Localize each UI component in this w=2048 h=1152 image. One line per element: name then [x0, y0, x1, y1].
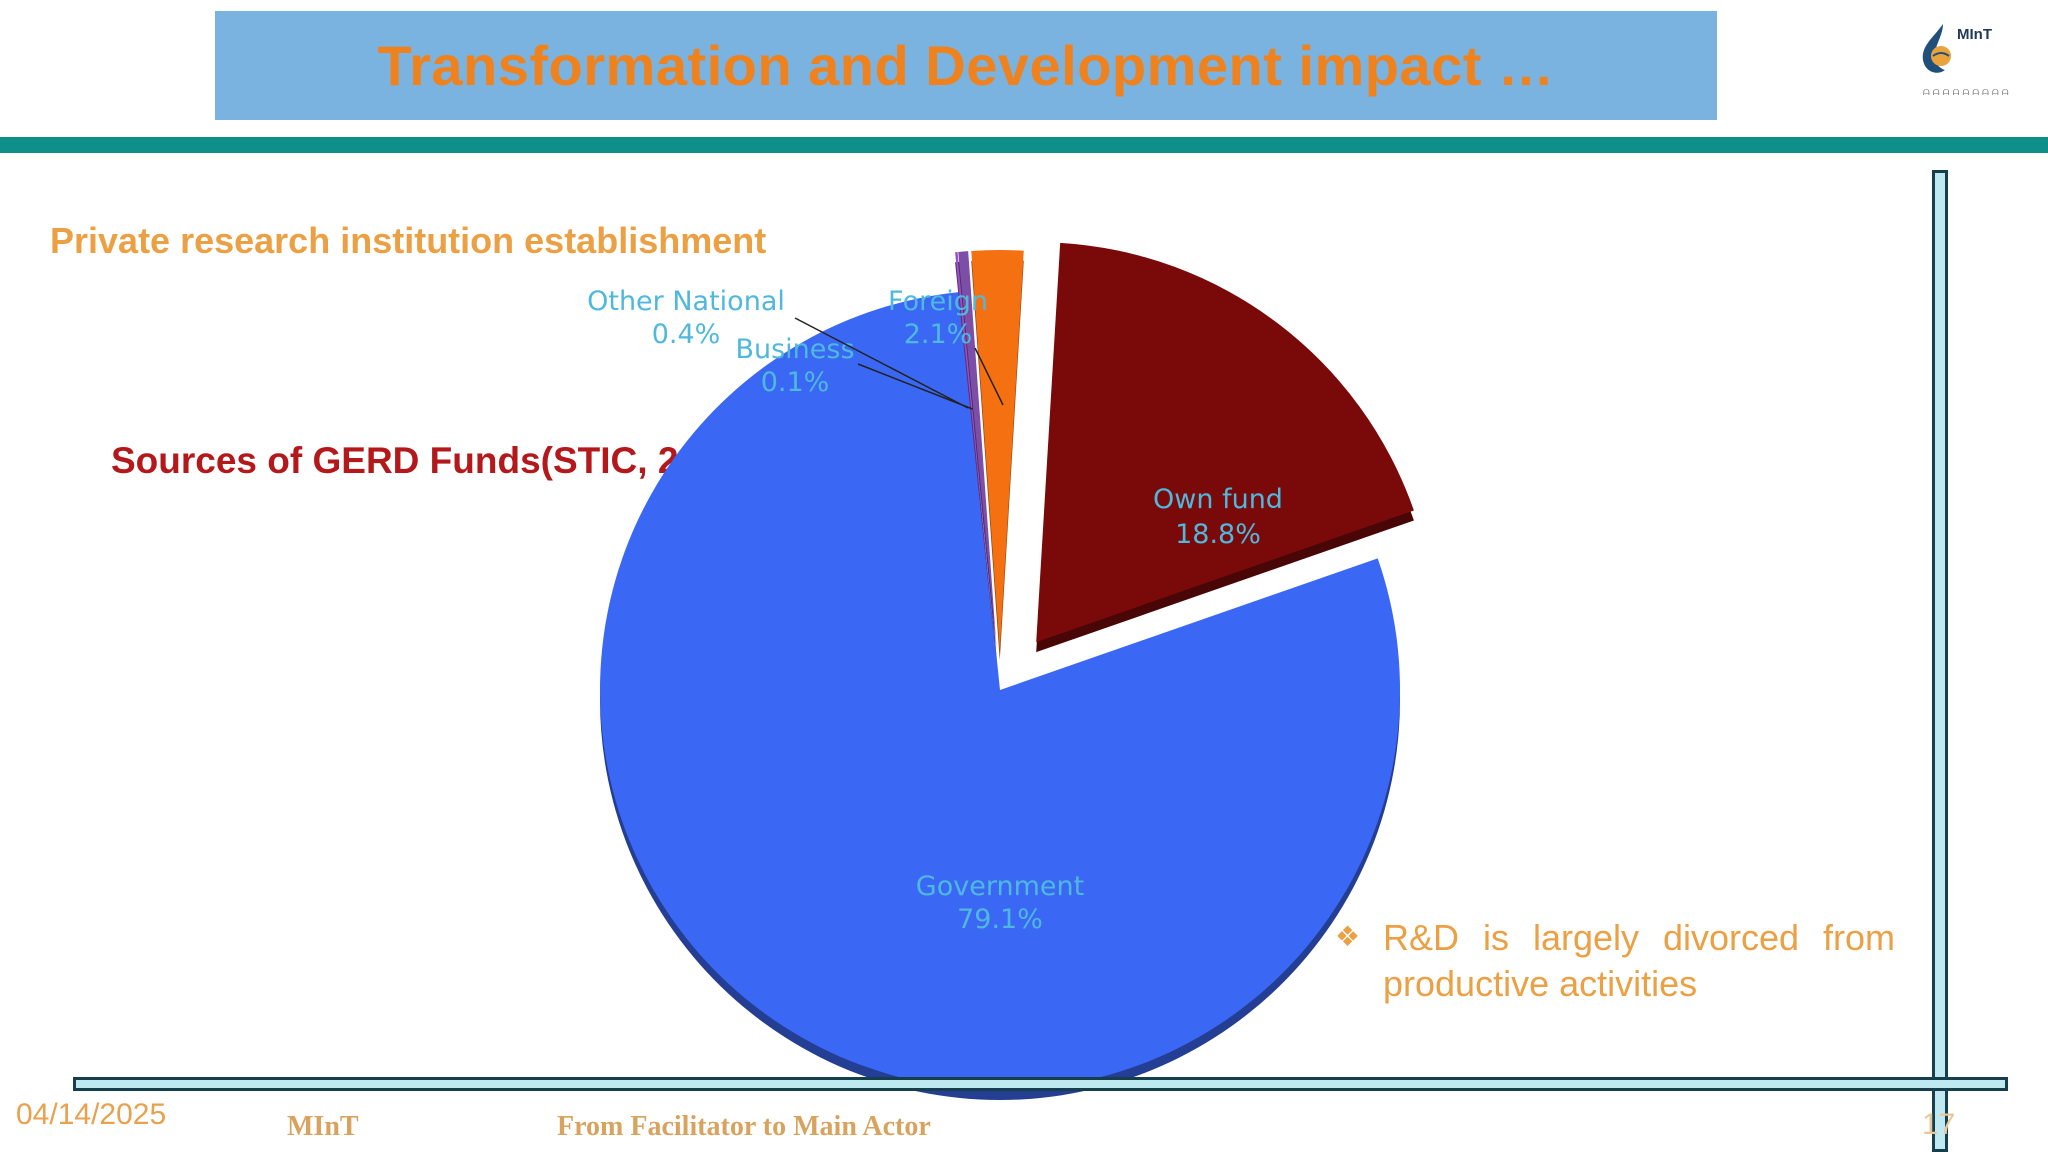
logo-tagline-glyphs: ᗩ ᗩ ᗩ ᗩ ᗩ ᗩ ᗩ ᗩ ᗩ — [1923, 88, 2010, 97]
globe-drop-icon — [1922, 24, 1951, 73]
mint-logo: MInT ᗩ ᗩ ᗩ ᗩ ᗩ ᗩ ᗩ ᗩ ᗩ — [1915, 20, 2035, 100]
footer-divider — [73, 1077, 2008, 1091]
vertical-accent-bar — [1932, 170, 1948, 1152]
pie-slice-face — [955, 252, 997, 651]
slide-title: Transformation and Development impact … — [377, 34, 1555, 97]
slice-label: Government — [916, 871, 1084, 902]
slice-value-label: 0.4% — [652, 319, 721, 350]
pie-slice-face — [971, 250, 1024, 651]
note-bullet-item: ❖ R&D is largely divorced from productiv… — [1335, 915, 1895, 1007]
pie-slice-foreign — [971, 250, 1024, 661]
pie-slice-face — [600, 292, 1401, 1091]
pie-slice-face — [1036, 242, 1414, 643]
leader-line — [794, 317, 969, 409]
slice-value-label: 79.1% — [957, 904, 1043, 935]
slide-subtitle: Private research institution establishme… — [50, 220, 767, 261]
logo-name: MInT — [1957, 26, 1992, 43]
slice-label: Foreign — [888, 286, 988, 317]
title-banner: Transformation and Development impact … — [215, 11, 1717, 120]
note-text: R&D is largely divorced from productive … — [1383, 917, 1895, 1004]
pie-slice-side — [958, 261, 997, 661]
pie-slice-own-fund — [1036, 242, 1414, 653]
chart-title: Sources of GERD Funds(STIC, 2014) — [111, 440, 753, 481]
slice-label: Other National — [587, 286, 785, 317]
slice-value-label: 0.1% — [761, 367, 830, 398]
footer-org: MInT — [287, 1111, 359, 1142]
slice-value-label: 18.8% — [1175, 519, 1261, 550]
leader-line — [974, 347, 1004, 406]
pie-slice-side — [955, 262, 997, 661]
pie-slice-face — [958, 251, 997, 651]
slice-label: Business — [735, 334, 854, 365]
slice-label: Own fund — [1153, 484, 1283, 515]
pie-slice-business — [955, 252, 997, 661]
pie-slice-government — [600, 292, 1401, 1101]
header-divider — [0, 137, 2048, 153]
slice-value-label: 2.1% — [904, 319, 973, 350]
pie-slice-other-national — [958, 251, 997, 661]
footer-date: 04/14/2025 — [16, 1098, 167, 1131]
footer-tagline: From Facilitator to Main Actor — [557, 1111, 931, 1142]
page-number: 17 — [1922, 1108, 1956, 1141]
diamond-bullet-icon: ❖ — [1335, 921, 1361, 952]
